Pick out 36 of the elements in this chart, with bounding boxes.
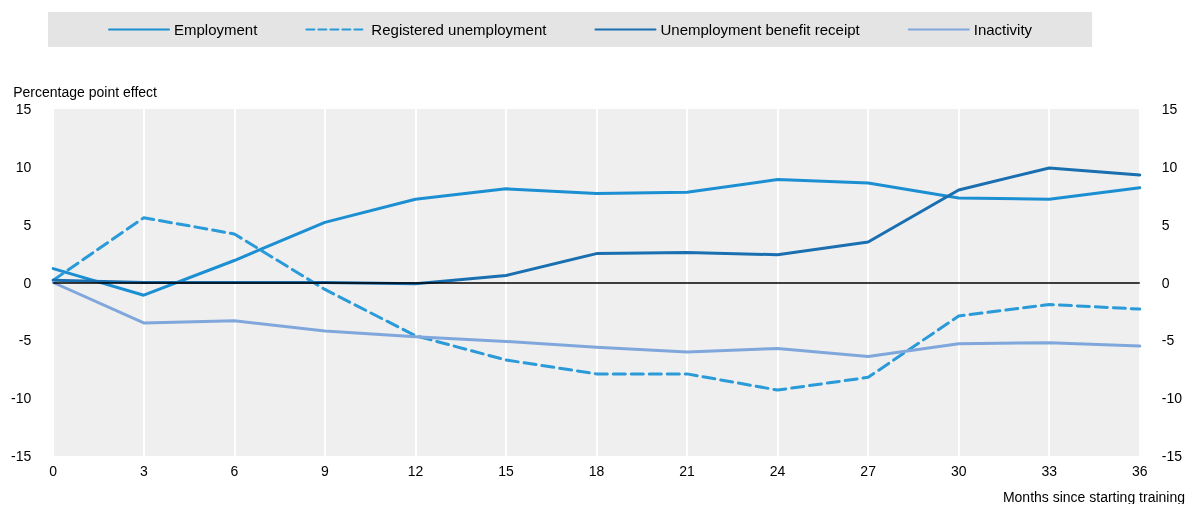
legend-label: Employment bbox=[174, 21, 259, 38]
y-axis-title: Percentage point effect bbox=[13, 84, 158, 100]
x-tick-label: 15 bbox=[498, 463, 514, 479]
line-series bbox=[51, 178, 1142, 297]
y2-tick-label: -10 bbox=[1161, 390, 1183, 407]
y-tick-label: 10 bbox=[15, 158, 32, 175]
legend-label: Inactivity bbox=[973, 21, 1033, 38]
y-tick-label: 15 bbox=[15, 101, 32, 117]
x-tick-label: 3 bbox=[139, 463, 148, 479]
x-tick-label: 9 bbox=[320, 463, 329, 479]
x-tick-label: 0 bbox=[49, 463, 58, 479]
x-tick-label: 12 bbox=[407, 463, 424, 479]
x-tick-label: 27 bbox=[860, 463, 877, 479]
y-tick-label: -5 bbox=[18, 332, 32, 349]
y-tick-label: 5 bbox=[23, 216, 32, 233]
x-tick-label: 18 bbox=[588, 463, 605, 479]
x-tick-label: 36 bbox=[1131, 463, 1148, 479]
x-tick-label: 33 bbox=[1041, 463, 1058, 479]
y-tick-label: 0 bbox=[23, 274, 32, 291]
x-tick-label: 30 bbox=[950, 463, 967, 479]
y2-tick-label: 15 bbox=[1161, 101, 1178, 117]
y2-tick-label: 10 bbox=[1161, 158, 1178, 175]
x-axis-title: Months since starting training bbox=[1002, 489, 1185, 505]
y-tick-label: -10 bbox=[11, 390, 32, 407]
y2-tick-label: -15 bbox=[1161, 448, 1183, 464]
y-tick-label: -15 bbox=[11, 448, 32, 464]
x-tick-label: 21 bbox=[679, 463, 696, 479]
x-tick-label: 24 bbox=[769, 463, 786, 479]
line-series bbox=[51, 281, 1142, 359]
y2-tick-label: 0 bbox=[1161, 274, 1170, 291]
line-series bbox=[51, 216, 1142, 392]
legend-label: Unemployment benefit receipt bbox=[660, 21, 861, 38]
y2-tick-label: 5 bbox=[1161, 216, 1170, 233]
x-tick-label: 6 bbox=[230, 463, 239, 479]
y2-tick-label: -5 bbox=[1161, 332, 1175, 349]
legend-label: Registered unemployment bbox=[371, 21, 548, 38]
